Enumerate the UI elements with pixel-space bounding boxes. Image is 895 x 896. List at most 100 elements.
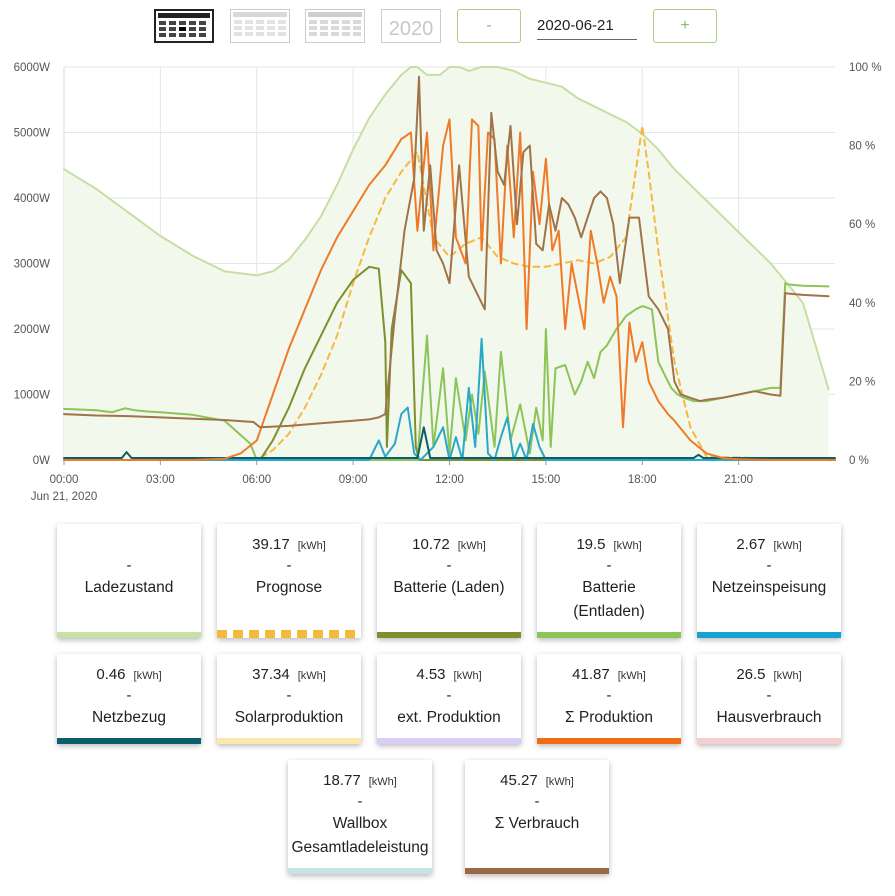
x-tick-label: 00:00: [50, 474, 79, 486]
card-dash: -: [534, 793, 540, 810]
card-value: 18.77: [323, 772, 361, 789]
energy-chart: 0W 1000W 2000W 3000W 4000W 5000W 6000W 0 % 20 % 4…: [14, 62, 882, 503]
card-unit: [kWh]: [457, 540, 486, 552]
card-value: 37.34: [252, 666, 290, 683]
y-tick-right: 0 %: [849, 455, 869, 467]
card-label: Hausverbrauch: [716, 709, 822, 726]
card-value: 2.67: [736, 536, 766, 553]
summary-card: 2.67 [kWh] - Netzeinspeisung: [697, 524, 841, 638]
summary-card: 41.87 [kWh] - Σ Produktion: [537, 654, 681, 744]
y-tick-left: 4000W: [14, 193, 51, 205]
card-label: Batterie (Laden): [393, 579, 505, 596]
card-value: 0.46: [96, 666, 126, 683]
x-tick-label: 09:00: [339, 474, 368, 486]
x-tick-label: 21:00: [724, 474, 753, 486]
card-dash: -: [606, 557, 612, 574]
summary-card: 4.53 [kWh] - ext. Produktion: [377, 654, 521, 744]
x-tick-label: 06:00: [242, 474, 271, 486]
card-color-bar: [288, 868, 432, 874]
card-label: Wallbox Gesamtladeleistung: [291, 815, 429, 856]
series-line-hausverbrauch: [63, 75, 830, 429]
card-unit: [kWh]: [453, 670, 482, 682]
card-value-row: 39.17 [kWh]: [217, 536, 361, 554]
card-value-row: 18.77 [kWh]: [288, 772, 432, 790]
card-color-bar: [57, 632, 201, 638]
card-dash: -: [766, 557, 772, 574]
card-label: Σ Produktion: [565, 709, 653, 726]
month-view-button[interactable]: [230, 9, 290, 43]
y-tick-left: 1000W: [14, 390, 51, 402]
card-dash: -: [446, 557, 452, 574]
date-field[interactable]: [537, 11, 637, 40]
calendar-month-icon: [233, 12, 287, 36]
card-unit: [kWh]: [773, 670, 802, 682]
multi-month-view-button[interactable]: [305, 9, 365, 43]
card-color-bar: [377, 632, 521, 638]
card-value-row: 37.34 [kWh]: [217, 666, 361, 684]
card-value: 45.27: [500, 772, 538, 789]
calendar-multi-icon: [308, 12, 362, 36]
card-unit: [kWh]: [133, 670, 162, 682]
series-line-netzbezug: [63, 426, 836, 459]
card-value-row: 4.53 [kWh]: [377, 666, 521, 684]
card-color-bar: [537, 738, 681, 744]
card-value-row: 26.5 [kWh]: [697, 666, 841, 684]
card-value: 19.5: [576, 536, 606, 553]
y-tick-left: 3000W: [14, 259, 51, 271]
card-dash: -: [126, 687, 132, 704]
card-value: 39.17: [252, 536, 290, 553]
card-unit: [kWh]: [297, 670, 326, 682]
next-day-button[interactable]: +: [653, 9, 717, 43]
calendar-day-icon: [158, 13, 210, 37]
summary-card: 19.5 [kWh] - Batterie (Entladen): [537, 524, 681, 638]
card-label: Netzeinspeisung: [711, 579, 827, 596]
series-line-prognose: [63, 124, 836, 461]
card-unit: [kWh]: [368, 776, 397, 788]
card-dash: -: [286, 687, 292, 704]
card-value-row: 2.67 [kWh]: [697, 536, 841, 554]
summary-card: 39.17 [kWh] - Prognose: [217, 524, 361, 638]
y-tick-right: 100 %: [849, 62, 882, 74]
y-tick-right: 40 %: [849, 298, 875, 310]
summary-card: - Ladezustand: [57, 524, 201, 638]
x-tick-label: 12:00: [435, 474, 464, 486]
card-dash: -: [766, 687, 772, 704]
summary-card: 10.72 [kWh] - Batterie (Laden): [377, 524, 521, 638]
y-tick-left: 5000W: [14, 128, 51, 140]
card-color-bar: [537, 632, 681, 638]
card-color-bar: [465, 868, 609, 874]
card-label: Batterie (Entladen): [573, 579, 645, 620]
card-value-row: [57, 536, 201, 554]
series-line-netzeinspeisung: [63, 337, 836, 461]
x-tick-label: 03:00: [146, 474, 175, 486]
card-value: 26.5: [736, 666, 766, 683]
card-color-bar: [697, 738, 841, 744]
previous-day-button[interactable]: -: [457, 9, 521, 43]
card-color-bar: [377, 738, 521, 744]
card-label: Ladezustand: [84, 579, 174, 596]
y-tick-right: 80 %: [849, 141, 875, 153]
summary-card: 0.46 [kWh] - Netzbezug: [57, 654, 201, 744]
card-value: 4.53: [416, 666, 446, 683]
card-label: Solarproduktion: [234, 709, 344, 726]
card-unit: [kWh]: [613, 540, 642, 552]
day-view-button[interactable]: [154, 9, 214, 43]
card-value-row: 0.46 [kWh]: [57, 666, 201, 684]
summary-card: 37.34 [kWh] - Solarproduktion: [217, 654, 361, 744]
card-label: Prognose: [255, 579, 323, 596]
card-color-bar: [697, 632, 841, 638]
y-tick-left: 0W: [33, 455, 50, 467]
card-dash: -: [286, 557, 292, 574]
summary-card: 45.27 [kWh] - Σ Verbrauch: [465, 760, 609, 874]
x-tick-label: 15:00: [531, 474, 560, 486]
card-value-row: 10.72 [kWh]: [377, 536, 521, 554]
series-line-ladezustand: [63, 66, 830, 391]
y-tick-right: 20 %: [849, 376, 875, 388]
y-tick-left: 6000W: [14, 62, 51, 74]
summary-card: 26.5 [kWh] - Hausverbrauch: [697, 654, 841, 744]
year-view-button[interactable]: 2020: [381, 9, 441, 43]
card-value-row: 19.5 [kWh]: [537, 536, 681, 554]
summary-card: 18.77 [kWh] - Wallbox Gesamtladeleistung: [288, 760, 432, 874]
x-axis-date-label: Jun 21, 2020: [31, 491, 98, 503]
card-color-bar: [57, 738, 201, 744]
